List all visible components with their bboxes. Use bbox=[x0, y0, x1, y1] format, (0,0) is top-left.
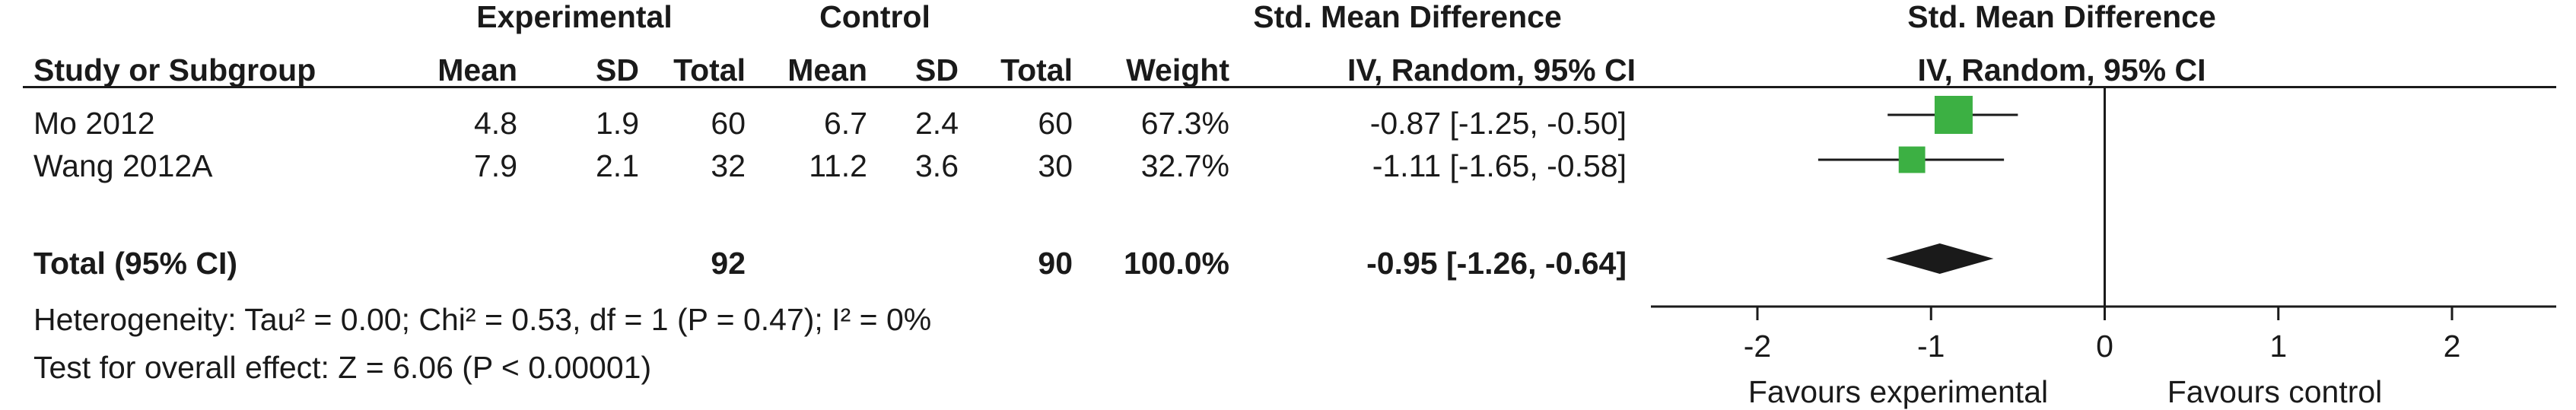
col-ctl-sd-header: SD bbox=[915, 52, 959, 87]
ci-text-cell: -1.11 [-1.65, -0.58] bbox=[1372, 148, 1627, 183]
ctl-total-cell: 30 bbox=[1038, 148, 1073, 183]
overall-effect-text: Test for overall effect: Z = 6.06 (P < 0… bbox=[33, 350, 652, 385]
x-tick-label: 2 bbox=[2444, 329, 2461, 364]
col-ctl-total-header: Total bbox=[1000, 52, 1073, 87]
total-exp-cell: 92 bbox=[711, 246, 746, 281]
smd-header-right: Std. Mean Difference bbox=[1907, 0, 2216, 34]
exp-mean-cell: 7.9 bbox=[474, 148, 517, 183]
col-exp-sd-header: SD bbox=[596, 52, 639, 87]
control-group-header: Control bbox=[819, 0, 930, 34]
col-ci-header-left: IV, Random, 95% CI bbox=[1347, 52, 1636, 87]
exp-total-cell: 60 bbox=[711, 106, 746, 141]
experimental-group-header: Experimental bbox=[476, 0, 673, 34]
x-tick-label: 1 bbox=[2269, 329, 2287, 364]
weight-cell: 67.3% bbox=[1140, 106, 1229, 141]
x-tick-label: 0 bbox=[2096, 329, 2113, 364]
col-ctl-mean-header: Mean bbox=[787, 52, 867, 87]
total-weight-cell: 100.0% bbox=[1123, 246, 1229, 281]
study-name: Wang 2012A bbox=[33, 148, 213, 183]
ctl-sd-cell: 3.6 bbox=[915, 148, 959, 183]
favours-control-label: Favours control bbox=[2167, 374, 2383, 409]
x-tick-label: -1 bbox=[1917, 329, 1945, 364]
ctl-mean-cell: 11.2 bbox=[809, 148, 867, 183]
weight-cell: 32.7% bbox=[1140, 148, 1229, 183]
col-ci-header-right: IV, Random, 95% CI bbox=[1917, 52, 2206, 87]
ctl-sd-cell: 2.4 bbox=[915, 106, 959, 141]
study-effect-marker bbox=[1898, 146, 1926, 173]
exp-total-cell: 32 bbox=[711, 148, 746, 183]
heterogeneity-text: Heterogeneity: Tau² = 0.00; Chi² = 0.53,… bbox=[33, 302, 932, 337]
smd-header-left: Std. Mean Difference bbox=[1253, 0, 1562, 34]
total-label: Total (95% CI) bbox=[33, 246, 238, 281]
exp-mean-cell: 4.8 bbox=[474, 106, 517, 141]
col-exp-mean-header: Mean bbox=[437, 52, 517, 87]
x-tick-label: -2 bbox=[1744, 329, 1771, 364]
favours-experimental-label: Favours experimental bbox=[1748, 374, 2049, 409]
pooled-effect-diamond bbox=[1885, 243, 1994, 274]
ctl-total-cell: 60 bbox=[1038, 106, 1073, 141]
exp-sd-cell: 2.1 bbox=[596, 148, 639, 183]
ci-text-cell: -0.87 [-1.25, -0.50] bbox=[1369, 106, 1627, 141]
total-ctl-cell: 90 bbox=[1038, 246, 1073, 281]
exp-sd-cell: 1.9 bbox=[596, 106, 639, 141]
col-exp-total-header: Total bbox=[673, 52, 746, 87]
col-study-header: Study or Subgroup bbox=[33, 52, 316, 87]
total-ci-text-cell: -0.95 [-1.26, -0.64] bbox=[1366, 246, 1627, 281]
study-name: Mo 2012 bbox=[33, 106, 155, 141]
ctl-mean-cell: 6.7 bbox=[824, 106, 867, 141]
col-weight-header: Weight bbox=[1126, 52, 1229, 87]
study-effect-marker bbox=[1934, 96, 1973, 134]
header-divider bbox=[23, 86, 2556, 88]
